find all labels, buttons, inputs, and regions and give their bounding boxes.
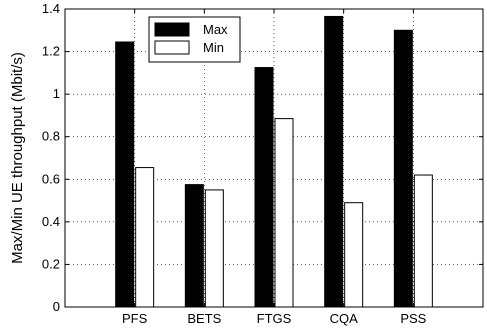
y-tick-label: 0.8 (42, 129, 60, 144)
x-tick-label: BETS (187, 311, 221, 326)
y-axis-title: Max/Min UE throughput (Mbit/s) (9, 52, 26, 264)
x-tick-label: PSS (400, 311, 426, 326)
y-tick-label: 1.4 (42, 1, 60, 16)
legend-label-max: Max (203, 22, 228, 37)
y-tick-label: 0.6 (42, 171, 60, 186)
y-tick-label: 0.2 (42, 256, 60, 271)
bar-max-pss (393, 29, 413, 308)
y-tick-label: 1 (53, 86, 60, 101)
x-tick-label: FTGS (257, 311, 292, 326)
y-tick-label: 0.4 (42, 214, 60, 229)
y-tick-label: 0 (53, 299, 60, 314)
bar-max-pfs (115, 41, 135, 308)
bar-min-cqa (344, 202, 364, 308)
bar-min-bets (204, 189, 224, 308)
legend-swatch-min (154, 40, 190, 55)
x-tick-label: PFS (122, 311, 148, 326)
y-tick-label: 1.2 (42, 44, 60, 59)
legend-label-min: Min (203, 40, 224, 55)
x-ticks: PFS BETS FTGS CQA PSS (122, 9, 427, 326)
legend-swatch-max (154, 22, 190, 37)
grid-lines (65, 9, 483, 307)
x-tick-label: CQA (330, 311, 359, 326)
bar-min-pss (413, 174, 433, 308)
bar-max-ftgs (254, 67, 274, 308)
legend: Max Min (148, 16, 241, 63)
bar-min-ftgs (274, 118, 294, 308)
bar-max-bets (184, 184, 204, 308)
y-ticks: 0 0.2 0.4 0.6 0.8 1 1.2 1.4 (42, 1, 483, 314)
bar-min-pfs (135, 167, 155, 308)
bars (115, 15, 433, 308)
bar-max-cqa (324, 15, 344, 308)
